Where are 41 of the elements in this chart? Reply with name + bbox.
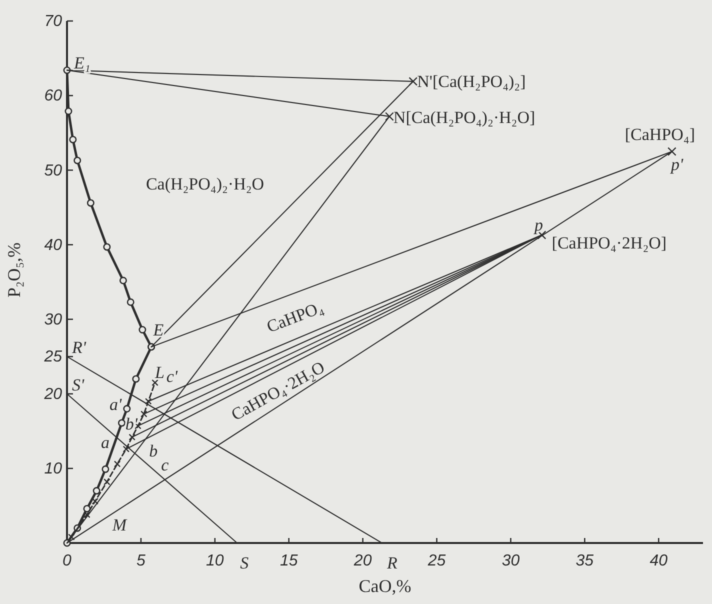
y-axis-title: P₂O₅,% xyxy=(4,242,24,298)
y-tick-label: 30 xyxy=(44,311,62,328)
y-tick-label: 50 xyxy=(44,162,62,180)
annotation: N[Ca(H₂PO₄)₂·H₂O] xyxy=(393,108,536,127)
annotation: L xyxy=(154,363,164,382)
x-axis-title: CaO,% xyxy=(358,576,412,596)
x-tick-label: 10 xyxy=(206,552,224,570)
x-tick-label: 20 xyxy=(352,552,372,570)
x-tick-label: 30 xyxy=(502,552,520,570)
annotation: b xyxy=(149,442,158,461)
x-tick-label: 25 xyxy=(426,552,446,570)
annotation: a' xyxy=(109,394,122,414)
y-tick-label: 20 xyxy=(43,386,62,403)
annotation: p xyxy=(534,216,544,235)
annotation: p' xyxy=(670,155,684,174)
y-tick-label: 10 xyxy=(44,460,62,478)
annotation: S' xyxy=(72,375,84,394)
annotation: Ca(H₂PO₄)₂·H₂O xyxy=(146,174,264,194)
y-tick-label: 40 xyxy=(44,236,62,254)
annotation: b' xyxy=(125,414,138,434)
annotation: CaHPO₄ xyxy=(264,298,326,336)
x-tick-label: 5 xyxy=(136,552,146,570)
y-tick-label: 25 xyxy=(43,348,62,366)
y-tick-label: 70 xyxy=(44,13,62,30)
annotation: R xyxy=(386,554,398,572)
annotation: [CaHPO₄] xyxy=(624,125,696,144)
annotation: S xyxy=(240,554,250,572)
annotation: c' xyxy=(166,366,178,386)
annotation: [CaHPO₄·2H₂O] xyxy=(552,234,667,253)
annotation: R' xyxy=(71,338,86,358)
annotation: a xyxy=(101,433,110,452)
x-tick-label: 40 xyxy=(650,552,668,570)
annotation: E₁ xyxy=(73,54,90,73)
annotation: N'[Ca(H₂PO₄)₂] xyxy=(417,72,526,91)
x-tick-label: 35 xyxy=(576,552,594,570)
annotation: M xyxy=(111,516,128,535)
annotation: c xyxy=(161,455,170,474)
x-tick-label: 0 xyxy=(62,552,72,570)
annotation: E xyxy=(152,320,164,340)
x-tick-label: 15 xyxy=(280,552,298,570)
y-tick-label: 60 xyxy=(44,88,62,105)
